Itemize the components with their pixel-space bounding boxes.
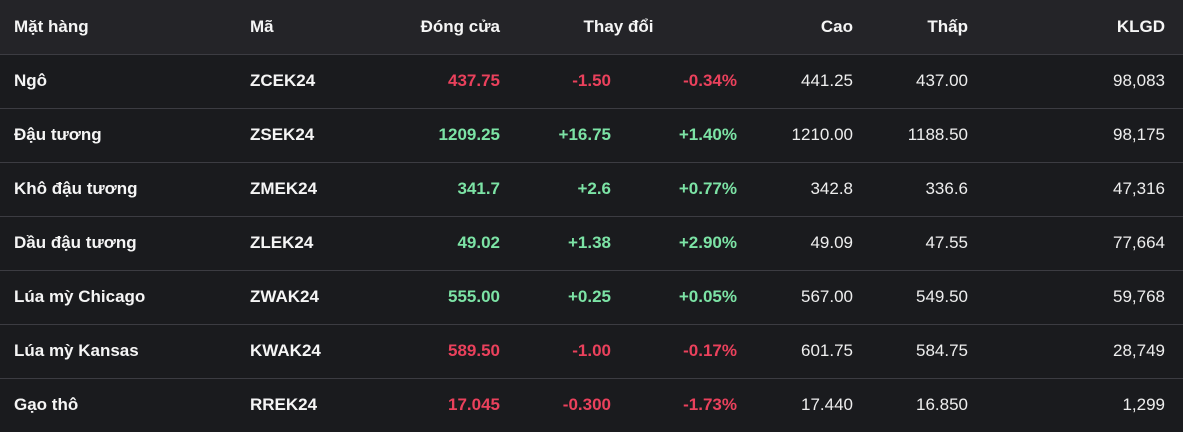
table-row[interactable]: Khô đậu tương ZMEK24 341.7 +2.6 +0.77% 3… <box>0 162 1183 216</box>
change-value: -1.00 <box>572 341 611 360</box>
header-low: Thấp <box>927 16 968 36</box>
header-close: Đóng cửa <box>420 16 500 36</box>
close-price: 589.50 <box>448 341 500 360</box>
close-price: 49.02 <box>457 233 500 252</box>
commodity-code: ZCEK24 <box>250 71 316 90</box>
commodity-name: Gạo thô <box>14 395 79 415</box>
high-price: 49.09 <box>810 233 853 252</box>
volume: 59,768 <box>1113 287 1165 306</box>
table-row[interactable]: Lúa mỳ Kansas KWAK24 589.50 -1.00 -0.17%… <box>0 324 1183 378</box>
change-percent: -0.17% <box>683 341 737 360</box>
commodity-code: ZMEK24 <box>250 179 318 198</box>
header-volume: KLGD <box>1116 16 1165 36</box>
header-change: Thay đổi <box>583 16 654 36</box>
change-value: +1.38 <box>567 233 611 252</box>
high-price: 1210.00 <box>791 125 853 144</box>
low-price: 16.850 <box>916 395 968 415</box>
table-row[interactable]: Dầu đậu tương ZLEK24 49.02 +1.38 +2.90% … <box>0 216 1183 270</box>
change-percent: +2.90% <box>678 233 737 252</box>
high-price: 601.75 <box>801 341 853 360</box>
low-price: 584.75 <box>916 341 968 360</box>
table-row[interactable]: Gạo thô RREK24 17.045 -0.300 -1.73% 17.4… <box>0 378 1183 432</box>
commodity-code: KWAK24 <box>250 341 321 360</box>
volume: 98,083 <box>1113 71 1165 90</box>
high-price: 441.25 <box>801 71 853 90</box>
commodity-name: Đậu tương <box>14 125 102 144</box>
change-value: +2.6 <box>577 179 611 198</box>
change-value: +0.25 <box>567 287 611 306</box>
commodity-name: Dầu đậu tương <box>14 233 137 252</box>
commodity-name: Ngô <box>14 71 48 90</box>
change-percent: +0.77% <box>678 179 737 198</box>
table-body: Ngô ZCEK24 437.75 -1.50 -0.34% 441.25 43… <box>0 54 1183 432</box>
close-price: 341.7 <box>457 179 500 198</box>
low-price: 47.55 <box>925 233 968 252</box>
change-percent: -1.73% <box>683 395 737 415</box>
close-price: 555.00 <box>448 287 500 306</box>
change-value: -0.300 <box>562 395 611 415</box>
commodity-code: ZLEK24 <box>250 233 314 252</box>
volume: 77,664 <box>1113 233 1165 252</box>
change-percent: -0.34% <box>683 71 737 90</box>
volume: 98,175 <box>1113 125 1165 144</box>
low-price: 437.00 <box>916 71 968 90</box>
close-price: 1209.25 <box>438 125 500 144</box>
high-price: 342.8 <box>810 179 853 198</box>
close-price: 17.045 <box>448 395 500 415</box>
high-price: 567.00 <box>801 287 853 306</box>
change-value: +16.75 <box>558 125 611 144</box>
header-commodity: Mặt hàng <box>14 16 89 36</box>
table-row[interactable]: Đậu tương ZSEK24 1209.25 +16.75 +1.40% 1… <box>0 108 1183 162</box>
commodity-name: Khô đậu tương <box>14 179 138 198</box>
table-row[interactable]: Lúa mỳ Chicago ZWAK24 555.00 +0.25 +0.05… <box>0 270 1183 324</box>
low-price: 1188.50 <box>907 125 968 144</box>
low-price: 549.50 <box>916 287 968 306</box>
close-price: 437.75 <box>448 71 500 90</box>
commodity-name: Lúa mỳ Chicago <box>14 287 146 306</box>
commodity-code: ZSEK24 <box>250 125 315 144</box>
commodity-name: Lúa mỳ Kansas <box>14 341 139 360</box>
header-row: Mặt hàng Mã Đóng cửa Thay đổi Cao Thấp K… <box>0 0 1183 54</box>
change-value: -1.50 <box>572 71 611 90</box>
high-price: 17.440 <box>801 395 853 415</box>
header-code: Mã <box>250 16 274 36</box>
volume: 47,316 <box>1113 179 1165 198</box>
volume: 1,299 <box>1122 395 1165 415</box>
low-price: 336.6 <box>925 179 968 198</box>
change-percent: +1.40% <box>678 125 737 144</box>
commodity-code: ZWAK24 <box>250 287 319 306</box>
table-row[interactable]: Ngô ZCEK24 437.75 -1.50 -0.34% 441.25 43… <box>0 54 1183 108</box>
header-high: Cao <box>820 16 853 36</box>
change-percent: +0.05% <box>678 287 737 306</box>
commodity-code: RREK24 <box>250 395 318 415</box>
volume: 28,749 <box>1113 341 1165 360</box>
